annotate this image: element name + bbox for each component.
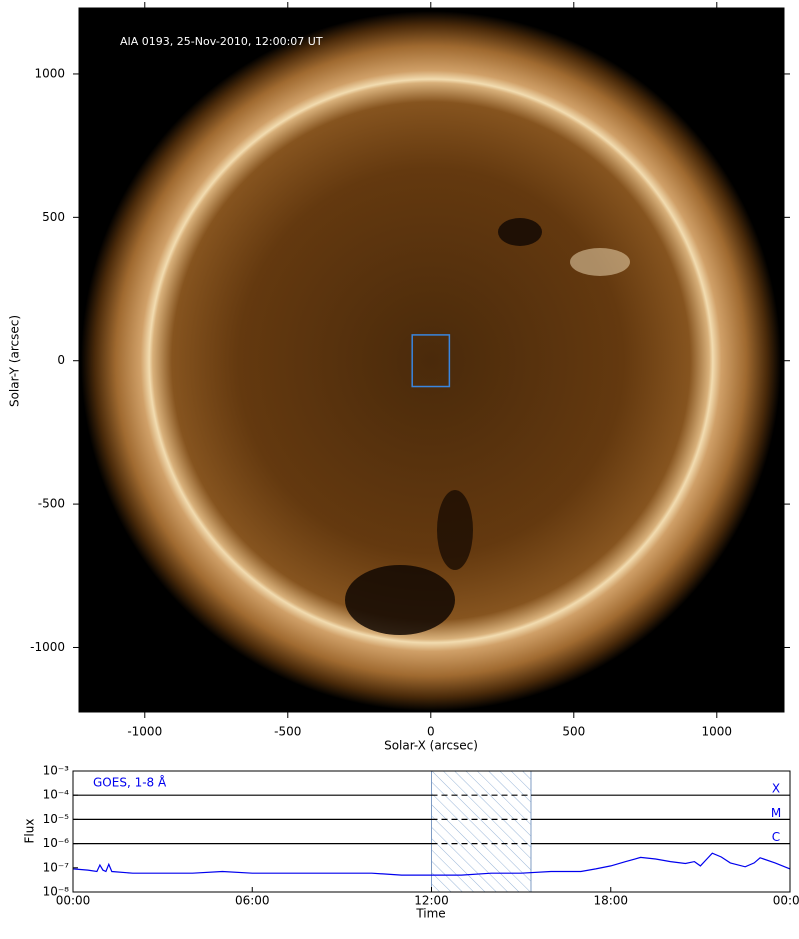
coronal-hole	[345, 565, 455, 635]
y-axis-label: Solar-Y (arcsec)	[8, 315, 22, 407]
x-tick-label: -500	[274, 725, 301, 739]
flare-class-label: C	[772, 830, 780, 844]
y-tick-label: 0	[57, 353, 65, 367]
y-tick-label: -1000	[30, 640, 65, 654]
y-tick-label: 10⁻⁸	[43, 885, 70, 899]
x-axis-label: Solar-X (arcsec)	[384, 739, 478, 753]
flare-class-label: M	[771, 806, 781, 820]
y-tick-label: 10⁻⁴	[43, 788, 70, 802]
x-tick-label: 18:00	[593, 894, 628, 908]
y-tick-label: 10⁻⁵	[43, 812, 70, 826]
x-axis-label: Time	[415, 907, 445, 921]
coronal-hole	[437, 490, 473, 570]
image-frame	[78, 7, 785, 713]
image-title: AIA 0193, 25-Nov-2010, 12:00:07 UT	[120, 35, 323, 48]
flux-line	[72, 852, 791, 876]
x-tick-label: 00:00	[56, 894, 91, 908]
x-tick-label: 06:00	[235, 894, 270, 908]
y-tick-label: -500	[38, 497, 65, 511]
y-tick-label: 10⁻³	[43, 764, 70, 778]
plot-frame	[72, 770, 791, 893]
y-tick-label: 10⁻⁷	[43, 860, 70, 874]
x-tick-label: -1000	[127, 725, 162, 739]
coronal-hole	[498, 218, 542, 246]
shaded-interval	[431, 770, 532, 893]
legend-label: GOES, 1-8 Å	[93, 775, 167, 790]
sun-image	[81, 11, 781, 711]
x-tick-label: 1000	[702, 725, 733, 739]
y-axis-label: Flux	[23, 819, 37, 844]
x-tick-label: 500	[562, 725, 585, 739]
x-tick-label: 0	[427, 725, 435, 739]
region-box	[411, 334, 451, 388]
y-tick-label: 10⁻⁶	[43, 836, 70, 850]
flare-class-label: X	[772, 782, 780, 796]
active-region	[570, 248, 630, 276]
y-tick-label: 500	[42, 210, 65, 224]
x-tick-label: 12:00	[414, 894, 449, 908]
x-tick-label: 00:00	[773, 894, 799, 908]
y-tick-label: 1000	[34, 66, 65, 80]
